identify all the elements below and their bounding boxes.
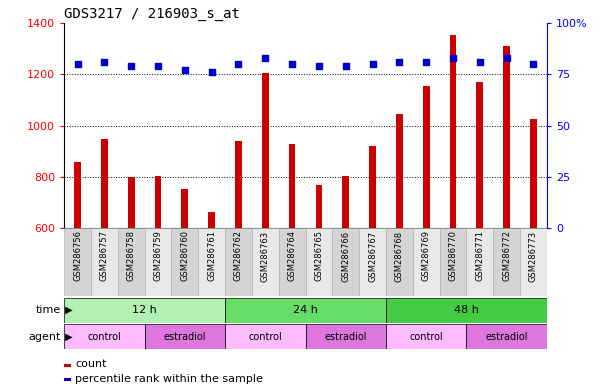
Text: 24 h: 24 h	[293, 305, 318, 315]
Text: percentile rank within the sample: percentile rank within the sample	[75, 374, 263, 384]
Bar	[225, 298, 386, 323]
Text: time: time	[36, 305, 61, 315]
Text: control: control	[249, 332, 282, 342]
Bar	[181, 189, 188, 228]
Bar	[306, 324, 386, 349]
Bar	[235, 141, 242, 228]
Text: estradiol: estradiol	[324, 332, 367, 342]
Point	[180, 67, 190, 73]
Bar	[520, 228, 547, 296]
Bar	[262, 73, 269, 228]
Bar	[74, 162, 81, 228]
Text: GSM286767: GSM286767	[368, 230, 377, 281]
Text: GSM286769: GSM286769	[422, 230, 431, 281]
Bar	[279, 228, 306, 296]
Point	[368, 61, 378, 67]
Bar	[64, 324, 145, 349]
Text: GSM286772: GSM286772	[502, 230, 511, 281]
Point	[448, 55, 458, 61]
Point	[314, 63, 324, 69]
Bar	[359, 228, 386, 296]
Text: GSM286766: GSM286766	[341, 230, 350, 281]
Text: control: control	[87, 332, 121, 342]
Bar	[423, 86, 430, 228]
Bar	[118, 228, 145, 296]
Text: agent: agent	[29, 332, 61, 342]
Text: GSM286761: GSM286761	[207, 230, 216, 281]
Point	[341, 63, 351, 69]
Point	[233, 61, 243, 67]
Text: ▶: ▶	[62, 305, 73, 315]
Text: GSM286771: GSM286771	[475, 230, 485, 281]
Bar	[315, 185, 322, 228]
Bar	[342, 176, 349, 228]
Text: estradiol: estradiol	[164, 332, 206, 342]
Bar	[386, 228, 413, 296]
Point	[287, 61, 297, 67]
Bar	[439, 228, 466, 296]
Text: GSM286768: GSM286768	[395, 230, 404, 281]
Text: GDS3217 / 216903_s_at: GDS3217 / 216903_s_at	[64, 7, 240, 21]
Bar	[466, 228, 493, 296]
Bar	[369, 146, 376, 228]
Text: GSM286762: GSM286762	[234, 230, 243, 281]
Point	[502, 55, 511, 61]
Bar	[172, 228, 198, 296]
Point	[153, 63, 163, 69]
Bar	[306, 228, 332, 296]
Text: GSM286770: GSM286770	[448, 230, 458, 281]
Text: GSM286763: GSM286763	[261, 230, 270, 281]
Bar	[332, 228, 359, 296]
Point	[207, 69, 216, 75]
Bar	[198, 228, 225, 296]
Point	[422, 59, 431, 65]
Point	[100, 59, 109, 65]
Bar	[101, 139, 108, 228]
Bar	[91, 228, 118, 296]
Text: control: control	[409, 332, 443, 342]
Bar	[64, 298, 225, 323]
Text: GSM286758: GSM286758	[126, 230, 136, 281]
Point	[73, 61, 82, 67]
Text: GSM286756: GSM286756	[73, 230, 82, 281]
Bar	[450, 35, 456, 228]
Text: GSM286757: GSM286757	[100, 230, 109, 281]
Text: estradiol: estradiol	[485, 332, 528, 342]
Text: ▶: ▶	[62, 332, 73, 342]
Bar	[208, 212, 215, 228]
Bar	[225, 228, 252, 296]
Bar	[493, 228, 520, 296]
Bar	[530, 119, 537, 228]
Bar	[386, 298, 547, 323]
Bar	[252, 228, 279, 296]
Text: 12 h: 12 h	[132, 305, 157, 315]
Bar	[225, 324, 306, 349]
Bar	[289, 144, 296, 228]
Bar	[145, 324, 225, 349]
Bar	[413, 228, 439, 296]
Bar	[128, 177, 134, 228]
Point	[260, 55, 270, 61]
Bar	[386, 324, 466, 349]
Text: GSM286773: GSM286773	[529, 230, 538, 281]
Text: GSM286760: GSM286760	[180, 230, 189, 281]
Bar	[145, 228, 172, 296]
Text: GSM286764: GSM286764	[288, 230, 296, 281]
Bar	[477, 82, 483, 228]
Bar	[64, 228, 91, 296]
Bar	[155, 176, 161, 228]
Text: 48 h: 48 h	[454, 305, 479, 315]
Bar	[396, 114, 403, 228]
Point	[395, 59, 404, 65]
Text: GSM286765: GSM286765	[315, 230, 323, 281]
Bar	[466, 324, 547, 349]
Text: count: count	[75, 359, 107, 369]
Point	[475, 59, 485, 65]
Bar	[503, 46, 510, 228]
Text: GSM286759: GSM286759	[153, 230, 163, 281]
Point	[529, 61, 538, 67]
Point	[126, 63, 136, 69]
